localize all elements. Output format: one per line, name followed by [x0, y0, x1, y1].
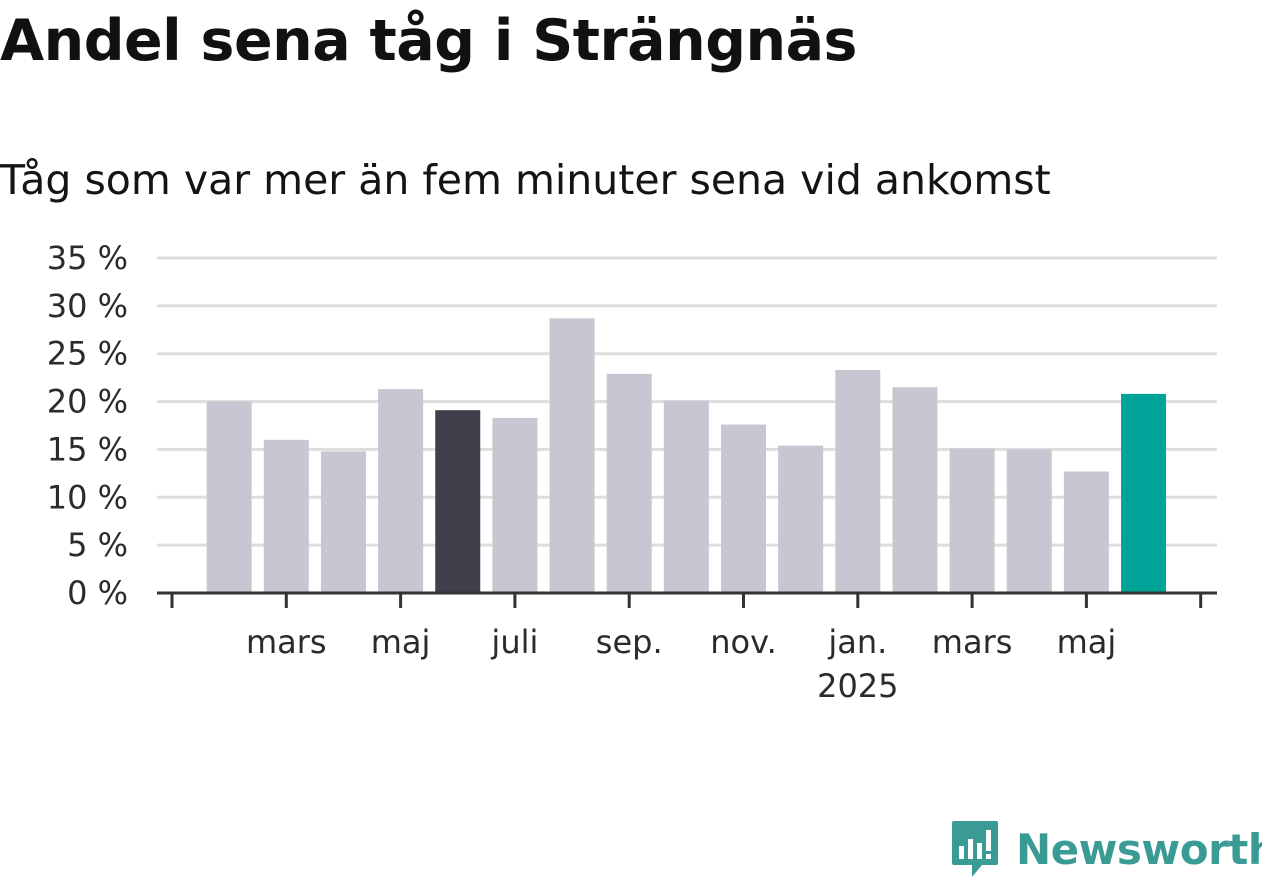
x-tick-sublabel: 2025: [817, 667, 898, 705]
bar-2024-12: [778, 445, 824, 593]
x-tick-label: juli: [490, 623, 538, 661]
bar-2024-11: [721, 424, 766, 593]
bar-2024-04: [320, 451, 366, 593]
bar-2025-05: [1063, 471, 1109, 593]
x-tick-label: mars: [246, 623, 327, 661]
bar-2024-03: [263, 439, 309, 593]
y-tick-label: 25 %: [47, 335, 128, 373]
y-tick-label: 35 %: [47, 239, 128, 277]
bars-layer: [206, 318, 1167, 593]
x-tick-label: jan.: [827, 623, 887, 661]
bar-2024-06: [435, 410, 481, 593]
y-tick-label: 30 %: [47, 287, 128, 325]
bar-2024-05: [378, 389, 424, 593]
y-tick-label: 15 %: [47, 430, 128, 468]
y-tick-label: 20 %: [47, 383, 128, 421]
bar-2024-07: [492, 417, 538, 593]
bar-2025-03: [949, 448, 995, 593]
x-tick-label: maj: [371, 623, 431, 661]
x-tick-label: maj: [1057, 623, 1117, 661]
x-tick-label: sep.: [596, 623, 663, 661]
x-tick-label: mars: [932, 623, 1013, 661]
y-tick-label: 10 %: [47, 478, 128, 516]
y-tick-label: 5 %: [67, 526, 128, 564]
logo-text: Newsworthy: [1016, 824, 1262, 874]
bar-2024-10: [663, 400, 709, 593]
labels-layer: 0 % 5 % 10 % 15 % 20 % 25 % 30 % 35 % mars maj jul…: [47, 239, 1117, 705]
chart-title: Andel sena tåg i Strängnäs: [0, 8, 857, 74]
newsworthy-logo: Newsworthy: [950, 818, 1262, 880]
bar-2024-09: [606, 373, 652, 593]
bar-2025-04: [1006, 449, 1052, 593]
bar-2025-02: [892, 387, 938, 593]
bar-2025-01: [835, 369, 881, 593]
bar-2024-02: [206, 401, 252, 593]
y-tick-label: 0 %: [67, 574, 128, 612]
bar-2024-08: [549, 318, 595, 593]
newsworthy-logo-icon: [952, 821, 998, 877]
x-tick-label: nov.: [710, 623, 776, 661]
axis-layer: [157, 591, 1217, 608]
bar-2025-06: [1121, 393, 1167, 593]
chart-subtitle: Tåg som var mer än fem minuter sena vid …: [0, 156, 1051, 204]
